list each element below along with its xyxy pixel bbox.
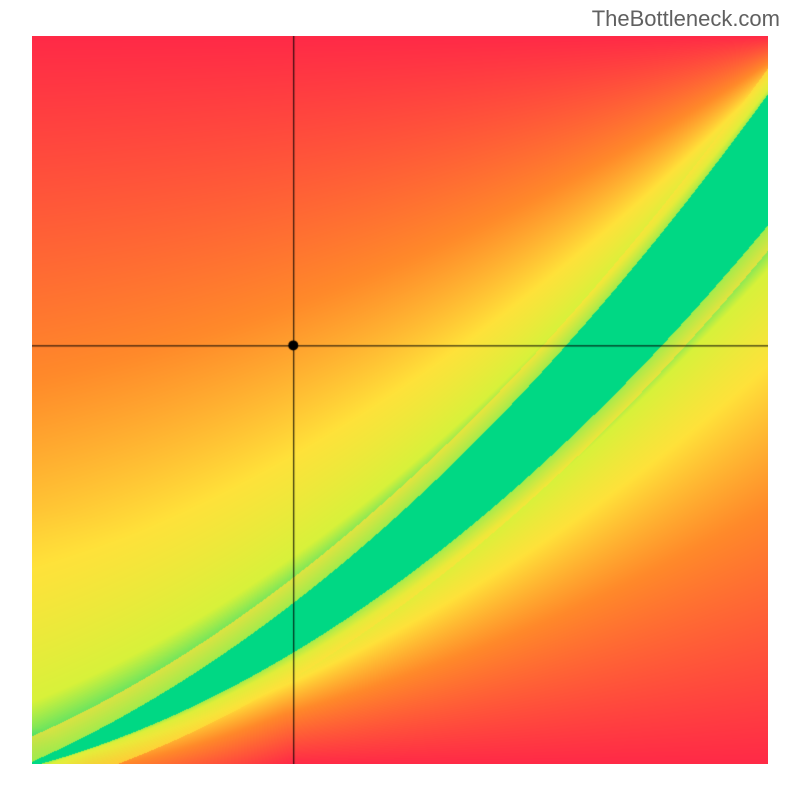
bottleneck-heatmap-plot xyxy=(32,36,768,764)
watermark-text: TheBottleneck.com xyxy=(592,6,780,32)
heatmap-canvas xyxy=(32,36,768,764)
